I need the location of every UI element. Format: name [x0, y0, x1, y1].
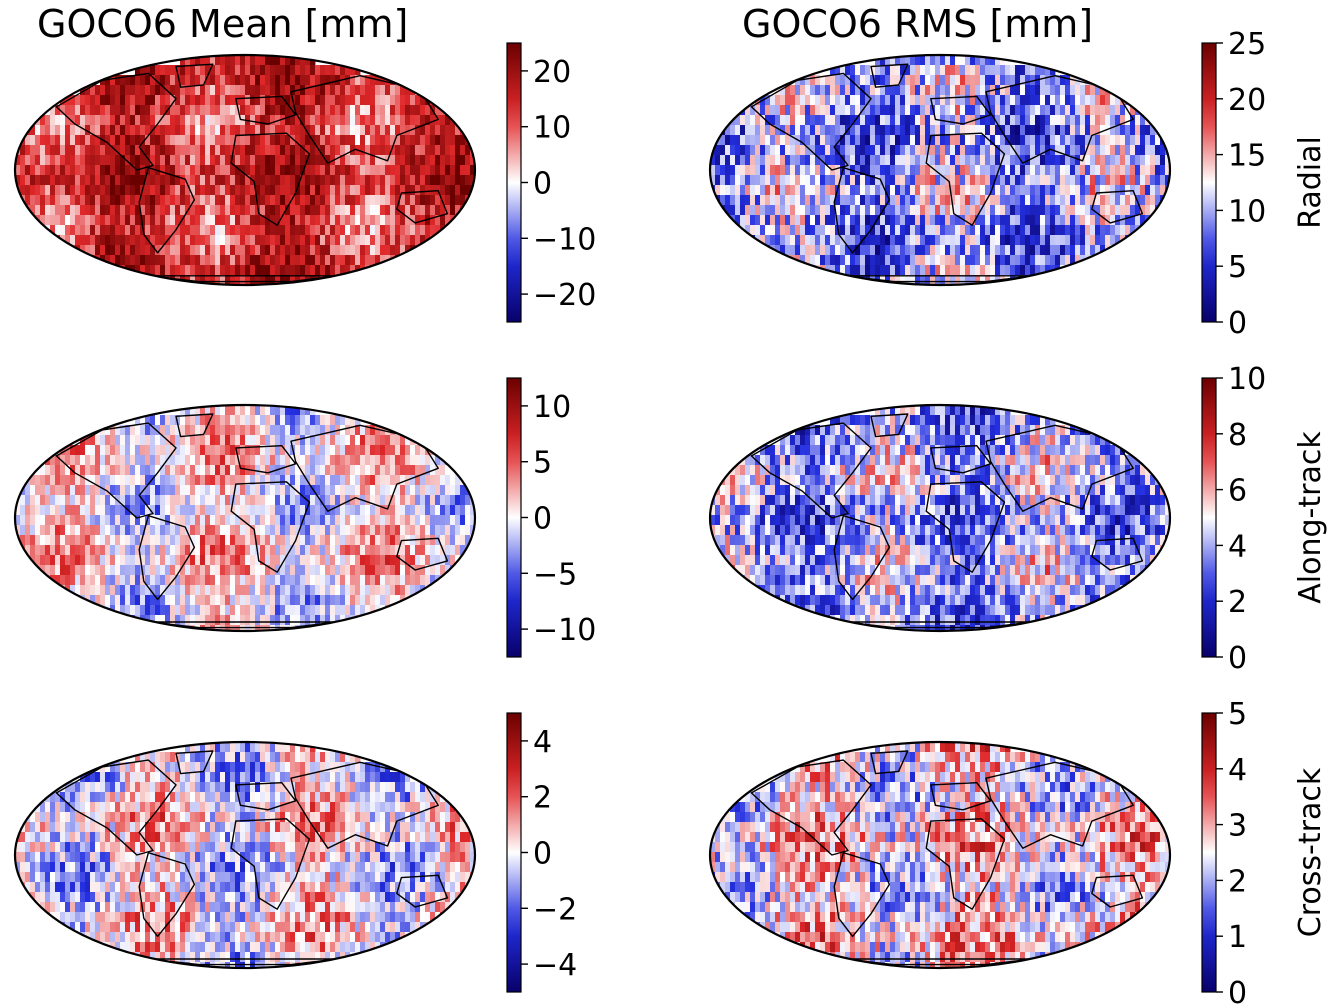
colorbar-tick-label: 0	[533, 167, 552, 202]
map-border	[13, 53, 477, 287]
colorbar-tick-label: −10	[533, 613, 596, 648]
map-panel-3	[13, 403, 477, 633]
colorbar-tick-label: 8	[1228, 418, 1247, 453]
colorbar-tick-label: −20	[533, 278, 596, 313]
colorbar-scale	[506, 42, 522, 323]
map-panel-2	[708, 53, 1172, 287]
colorbar-4: 0 2 4 6 8 10 Along-track	[1201, 362, 1328, 676]
colorbar-tick-label: 10	[533, 390, 571, 425]
colorbar-tick-label: 4	[1228, 529, 1247, 564]
column-title-rms: GOCO6 RMS [mm]	[742, 2, 1094, 46]
colorbar-tick-label: 5	[1228, 250, 1247, 285]
map-panel-4	[708, 403, 1172, 633]
colorbar-tick-label: 0	[1228, 976, 1247, 1008]
colorbar-tick-label: 4	[1228, 753, 1247, 788]
map-panel-1	[13, 53, 477, 287]
row-label: Radial	[1293, 136, 1328, 229]
colorbar-scale	[1201, 42, 1217, 323]
colorbar-tick-label: 20	[533, 55, 571, 90]
colorbar-3: −10 −5 0 5 10	[506, 377, 596, 658]
map-border	[708, 403, 1172, 633]
colorbar-tick-label: 6	[1228, 474, 1247, 509]
colorbar-tick-label: −2	[533, 892, 577, 927]
colorbar-tick-label: −10	[533, 222, 596, 257]
colorbar-scale	[506, 377, 522, 658]
colorbar-scale	[506, 712, 522, 993]
column-title-mean: GOCO6 Mean [mm]	[37, 2, 409, 46]
colorbar-tick-label: 5	[533, 446, 552, 481]
colorbar-tick-label: 15	[1228, 139, 1266, 174]
colorbar-tick-label: 3	[1228, 809, 1247, 844]
map-border	[13, 740, 477, 970]
colorbar-tick-label: −5	[533, 557, 577, 592]
colorbar-tick-label: 10	[1228, 362, 1266, 397]
colorbar-tick-label: 1	[1228, 920, 1247, 955]
row-label: Cross-track	[1293, 767, 1328, 937]
colorbar-scale	[1201, 712, 1217, 993]
colorbar-tick-label: 2	[1228, 585, 1247, 620]
map-border	[708, 53, 1172, 287]
colorbar-tick-label: −4	[533, 948, 577, 983]
heatmap-cells	[710, 405, 1170, 631]
colorbar-tick-label: 10	[533, 111, 571, 146]
colorbar-scale	[1201, 377, 1217, 658]
map-border	[708, 740, 1172, 970]
colorbar-2: 0 5 10 15 20 25 Radial	[1201, 27, 1328, 341]
colorbar-tick-label: 0	[1228, 641, 1247, 676]
colorbar-tick-label: 5	[1228, 697, 1247, 732]
row-label: Along-track	[1293, 431, 1328, 604]
colorbar-tick-label: 0	[1228, 306, 1247, 341]
colorbar-tick-label: 4	[533, 725, 552, 760]
colorbar-tick-label: 2	[533, 781, 552, 816]
colorbar-5: −4 −2 0 2 4	[506, 712, 577, 993]
colorbar-tick-label: 0	[533, 502, 552, 537]
colorbar-tick-label: 0	[533, 837, 552, 872]
colorbar-tick-label: 25	[1228, 27, 1266, 62]
map-panel-5	[13, 740, 477, 970]
colorbar-6: 0 1 2 3 4 5 Cross-track	[1201, 697, 1328, 1008]
colorbar-tick-label: 20	[1228, 83, 1266, 118]
colorbar-tick-label: 10	[1228, 194, 1266, 229]
map-panel-6	[708, 740, 1172, 970]
colorbar-tick-label: 2	[1228, 864, 1247, 899]
colorbar-1: −20 −10 0 10 20	[506, 42, 596, 323]
map-border	[13, 403, 477, 633]
